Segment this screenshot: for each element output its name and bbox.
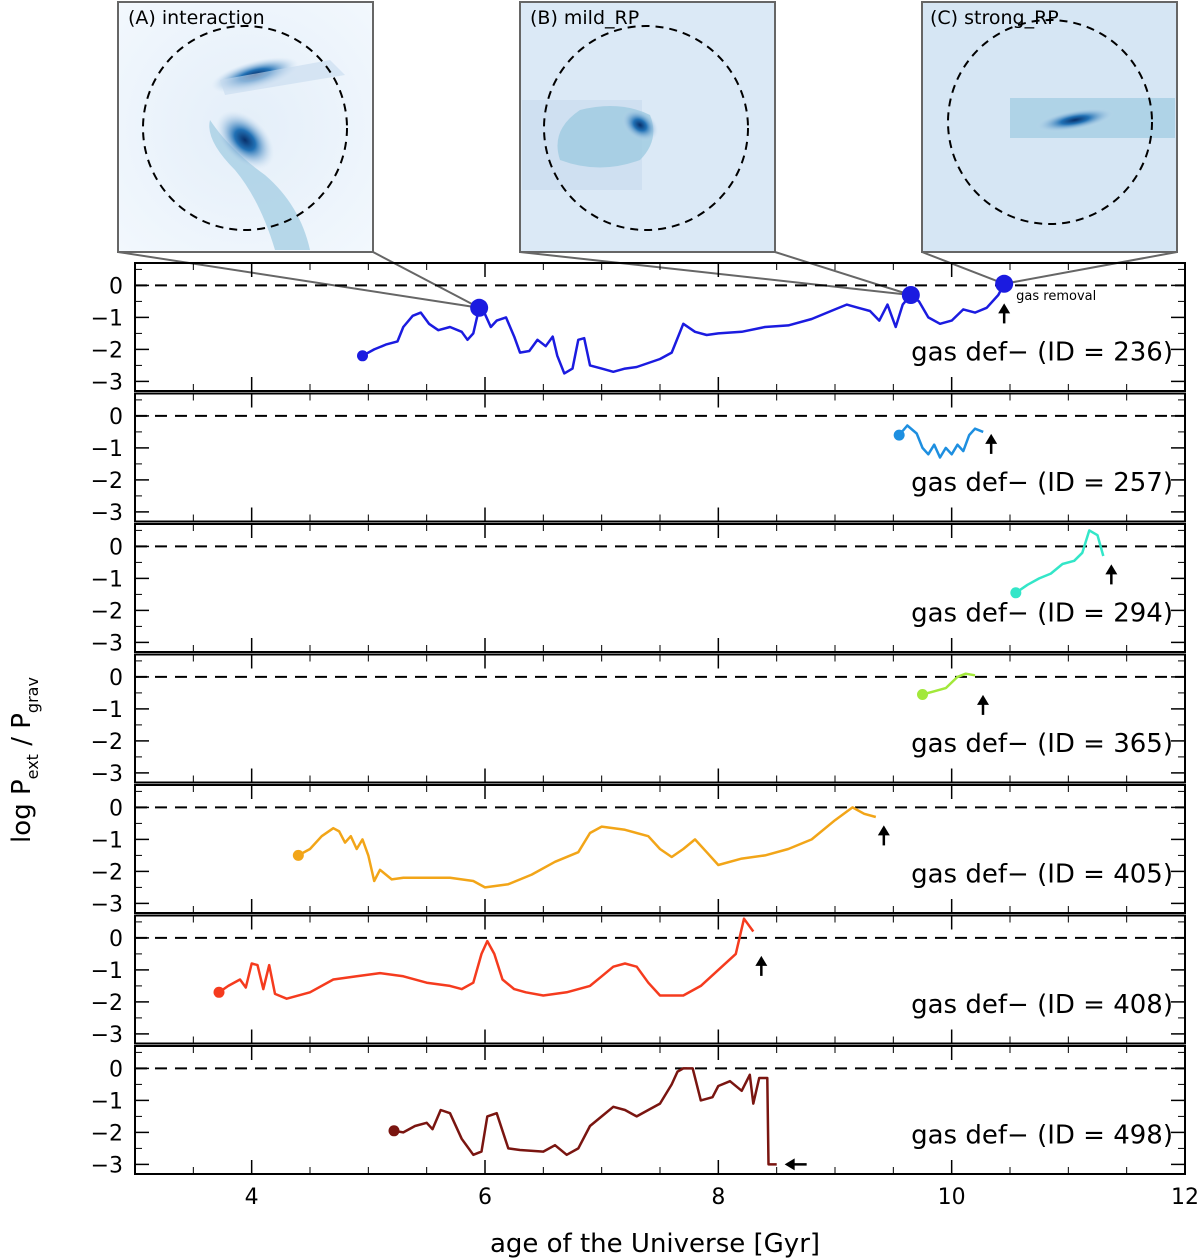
y-tick-label: −1	[91, 959, 123, 984]
x-tick-label: 10	[938, 1185, 966, 1210]
y-tick-label: 0	[109, 535, 123, 560]
y-tick-label: −3	[91, 762, 123, 787]
y-tick-label: 0	[109, 927, 123, 952]
y-tick-label: −2	[91, 1121, 123, 1146]
y-tick-label: −3	[91, 370, 123, 395]
inset-marker	[901, 286, 920, 304]
panels: 0 −1 −2 −3 gas def− (ID = 236) gas removal 0 −1…	[91, 262, 1199, 1210]
panel-label: gas def− (ID = 405)	[911, 860, 1173, 890]
y-tick-label: 0	[109, 1057, 123, 1082]
panel-label: gas def− (ID = 257)	[911, 468, 1173, 498]
series-line-405	[297, 806, 877, 889]
x-tick-label: 6	[478, 1185, 492, 1210]
y-tick-label: −3	[91, 892, 123, 917]
start-point	[893, 429, 905, 441]
arrow-icon	[998, 303, 1011, 314]
x-tick-label: 4	[245, 1185, 259, 1210]
inset-marker	[995, 274, 1014, 293]
panel-405: 0 −1 −2 −3 gas def− (ID = 405)	[91, 784, 1186, 917]
start-point	[213, 986, 225, 998]
x-tick-label: 12	[1171, 1185, 1199, 1210]
panel-frame	[134, 1045, 1186, 1175]
panel-label: gas def− (ID = 408)	[911, 990, 1173, 1020]
svg-text:log Pext / Pgrav: log Pext / Pgrav	[7, 677, 42, 843]
y-tick-label: −1	[91, 1089, 123, 1114]
inset-c: (C) strong_RP	[921, 1, 1178, 253]
y-tick-label: −1	[91, 306, 123, 331]
y-tick-label: 0	[109, 666, 123, 691]
panel-frame	[134, 914, 1186, 1045]
panel-408: 0 −1 −2 −3 gas def− (ID = 408)	[91, 914, 1186, 1048]
y-tick-label: −2	[91, 338, 123, 363]
y-tick-label: −1	[91, 437, 123, 462]
start-point	[292, 849, 304, 861]
y-tick-label: −1	[91, 567, 123, 592]
arrow-icon	[977, 694, 989, 705]
y-tick-label: −3	[91, 501, 123, 526]
start-point	[357, 350, 368, 362]
connector-line	[372, 251, 480, 309]
series-line-365	[922, 672, 976, 696]
panel-365: 0 −1 −2 −3 gas def− (ID = 365)	[91, 653, 1186, 787]
connector-line	[921, 251, 1005, 285]
y-tick-label: −1	[91, 828, 123, 853]
inset-connectors	[117, 251, 1178, 309]
series-line-408	[218, 917, 755, 1000]
panel-frame	[134, 262, 1186, 392]
series-line-294	[1015, 529, 1105, 594]
inset-c-label: (C) strong_RP	[930, 7, 1059, 29]
y-tick-label: −2	[91, 730, 123, 755]
panel-236: 0 −1 −2 −3 gas def− (ID = 236) gas removal	[91, 262, 1186, 395]
panel-label: gas def− (ID = 236)	[911, 338, 1173, 368]
panel-frame	[134, 392, 1186, 523]
connector-line	[774, 251, 912, 296]
inset-marker	[470, 298, 489, 317]
inset-images: (A) interaction (B) mild_RP (C) strong_R…	[117, 1, 1178, 309]
connector-line	[117, 251, 480, 309]
connector-line	[519, 251, 911, 296]
panel-label: gas def− (ID = 498)	[911, 1121, 1173, 1151]
gas-removal-annotation: gas removal	[1016, 289, 1096, 304]
y-tick-label: −2	[91, 991, 123, 1016]
y-tick-label: 0	[109, 274, 123, 299]
inset-b-label: (B) mild_RP	[530, 7, 639, 29]
start-point	[1010, 587, 1022, 599]
start-point	[388, 1125, 400, 1137]
y-tick-label: −2	[91, 599, 123, 624]
y-tick-label: −2	[91, 469, 123, 494]
inset-b: (B) mild_RP	[519, 1, 776, 253]
panel-294: 0 −1 −2 −3 gas def− (ID = 294)	[91, 523, 1186, 656]
panel-498: 0 −1 −2 −3 gas def− (ID = 498) 4 6 8 10 12	[91, 1045, 1199, 1210]
inset-a: (A) interaction	[117, 1, 374, 253]
series-line-257	[898, 424, 984, 459]
panel-frame	[134, 653, 1186, 784]
arrow-icon	[985, 433, 998, 444]
y-tick-label: −2	[91, 860, 123, 885]
start-point	[917, 689, 928, 700]
series-line-498	[393, 1067, 777, 1166]
y-tick-label: −1	[91, 698, 123, 723]
arrow-icon	[877, 825, 890, 836]
y-tick-label: 0	[109, 796, 123, 821]
arrow-icon	[784, 1158, 795, 1171]
panel-label: gas def− (ID = 294)	[911, 599, 1173, 629]
arrow-icon	[755, 955, 768, 966]
y-axis-label: log Pext / Pgrav	[7, 677, 42, 843]
y-tick-label: 0	[109, 405, 123, 430]
y-tick-label: −3	[91, 631, 123, 656]
y-tick-label: −3	[91, 1023, 123, 1048]
series-line-236	[361, 283, 1006, 375]
panel-frame	[134, 523, 1186, 653]
x-tick-label: 8	[711, 1185, 725, 1210]
panel-label: gas def− (ID = 365)	[911, 729, 1173, 759]
y-tick-label: −3	[91, 1153, 123, 1178]
arrow-icon	[1105, 564, 1118, 575]
x-axis-label: age of the Universe [Gyr]	[490, 1229, 820, 1259]
inset-a-label: (A) interaction	[128, 7, 265, 29]
panel-257: 0 −1 −2 −3 gas def− (ID = 257)	[91, 392, 1186, 526]
connector-line	[1003, 251, 1178, 285]
